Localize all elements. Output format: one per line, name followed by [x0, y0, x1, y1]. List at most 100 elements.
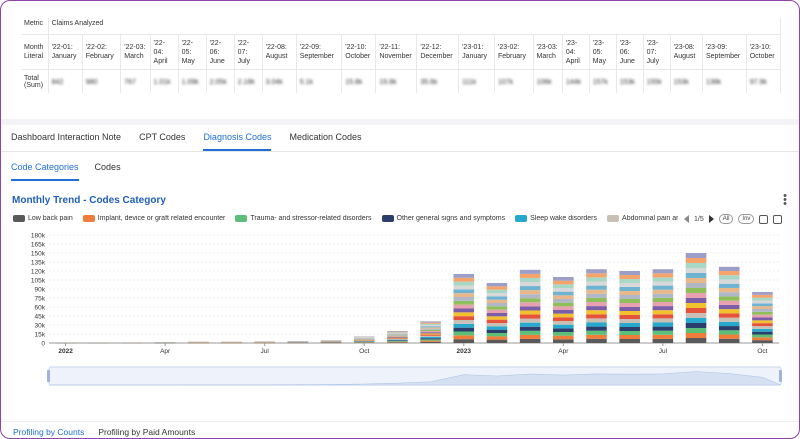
bar-segment[interactable]: [553, 321, 574, 325]
bar-segment[interactable]: [718, 300, 740, 305]
bar-segment[interactable]: [586, 302, 607, 307]
bar[interactable]: [586, 269, 607, 343]
bar-segment[interactable]: [685, 283, 707, 288]
bar[interactable]: [353, 336, 375, 343]
bar-segment[interactable]: [387, 341, 408, 342]
bar-segment[interactable]: [752, 337, 773, 341]
bar-segment[interactable]: [453, 312, 475, 317]
bar-segment[interactable]: [619, 339, 640, 343]
bar[interactable]: [287, 341, 309, 344]
bar-segment[interactable]: [486, 339, 508, 343]
bar-segment[interactable]: [387, 341, 408, 343]
bar-segment[interactable]: [486, 316, 508, 320]
bar-segment[interactable]: [486, 296, 508, 300]
bar-segment[interactable]: [752, 328, 773, 332]
bar-segment[interactable]: [486, 299, 508, 303]
bar-segment[interactable]: [420, 332, 441, 334]
bar-segment[interactable]: [519, 302, 541, 307]
bar-segment[interactable]: [486, 293, 508, 297]
bar-segment[interactable]: [619, 307, 640, 311]
bar[interactable]: [221, 341, 242, 344]
bar-segment[interactable]: [619, 299, 640, 303]
bar-segment[interactable]: [519, 290, 541, 295]
bar-segment[interactable]: [453, 308, 475, 313]
bar-segment[interactable]: [519, 334, 541, 339]
bar-segment[interactable]: [387, 336, 408, 337]
bar-segment[interactable]: [553, 284, 574, 288]
bar-segment[interactable]: [685, 318, 707, 323]
bar-segment[interactable]: [453, 327, 475, 332]
bar-segment[interactable]: [619, 275, 640, 279]
bar-segment[interactable]: [586, 326, 607, 331]
bar-segment[interactable]: [420, 338, 441, 340]
bar[interactable]: [387, 331, 408, 343]
bar-segment[interactable]: [619, 279, 640, 283]
bar[interactable]: [320, 340, 342, 344]
bar-segment[interactable]: [652, 281, 674, 286]
bar-segment[interactable]: [453, 304, 475, 309]
bar-segment[interactable]: [453, 277, 475, 282]
bar-segment[interactable]: [718, 296, 740, 301]
bar-segment[interactable]: [685, 323, 707, 328]
bar-segment[interactable]: [652, 285, 674, 290]
bar-segment[interactable]: [685, 253, 707, 258]
bar-segment[interactable]: [685, 313, 707, 318]
bar-segment[interactable]: [420, 334, 441, 336]
bar-segment[interactable]: [519, 286, 541, 291]
bar-segment[interactable]: [652, 302, 674, 307]
bar-segment[interactable]: [453, 293, 475, 297]
bar-segment[interactable]: [685, 328, 707, 333]
bar[interactable]: [652, 269, 674, 343]
bar-segment[interactable]: [486, 306, 508, 310]
more-options-icon[interactable]: • • •: [783, 190, 787, 210]
bar-segment[interactable]: [685, 273, 707, 278]
bar-segment[interactable]: [486, 289, 508, 293]
bar-segment[interactable]: [752, 294, 773, 298]
bar-segment[interactable]: [387, 339, 408, 340]
bar-segment[interactable]: [685, 288, 707, 293]
bar[interactable]: [486, 283, 508, 343]
bar-segment[interactable]: [752, 340, 773, 343]
bar-segment[interactable]: [387, 342, 408, 343]
bar-segment[interactable]: [519, 338, 541, 343]
bar-segment[interactable]: [420, 327, 441, 329]
bar-segment[interactable]: [718, 304, 740, 310]
bar-segment[interactable]: [453, 289, 475, 294]
bar-segment[interactable]: [619, 283, 640, 287]
bar-segment[interactable]: [553, 306, 574, 310]
bar-segment[interactable]: [387, 333, 408, 334]
bar-segment[interactable]: [619, 303, 640, 307]
bar[interactable]: [121, 342, 143, 344]
bar-segment[interactable]: [420, 341, 441, 343]
bar-segment[interactable]: [420, 331, 441, 333]
bar-segment[interactable]: [486, 283, 508, 287]
bar-segment[interactable]: [553, 328, 574, 332]
bar-segment[interactable]: [486, 286, 508, 290]
zoom-handle-left[interactable]: [47, 370, 50, 382]
bar-segment[interactable]: [519, 306, 541, 311]
bar-segment[interactable]: [519, 298, 541, 303]
legend-next-icon[interactable]: [708, 215, 714, 223]
bar-segment[interactable]: [685, 293, 707, 298]
legend-item[interactable]: Sleep wake disorders: [515, 215, 597, 222]
bar-segment[interactable]: [685, 258, 707, 263]
bar-segment[interactable]: [486, 336, 508, 340]
bar-segment[interactable]: [685, 298, 707, 303]
bar-segment[interactable]: [586, 334, 607, 339]
bar-segment[interactable]: [685, 268, 707, 273]
bar-segment[interactable]: [652, 334, 674, 339]
bar-segment[interactable]: [387, 332, 408, 333]
bar-segment[interactable]: [420, 326, 441, 328]
bar-segment[interactable]: [453, 281, 475, 286]
bar-segment[interactable]: [420, 329, 441, 331]
bar[interactable]: [685, 253, 707, 343]
bar-segment[interactable]: [387, 331, 408, 332]
bar-segment[interactable]: [718, 275, 740, 280]
bar[interactable]: [752, 292, 773, 343]
bar-segment[interactable]: [553, 313, 574, 318]
bar-segment[interactable]: [586, 297, 607, 302]
bar-segment[interactable]: [420, 325, 441, 327]
bar-segment[interactable]: [586, 310, 607, 315]
bar[interactable]: [188, 341, 209, 344]
bar-segment[interactable]: [586, 277, 607, 282]
